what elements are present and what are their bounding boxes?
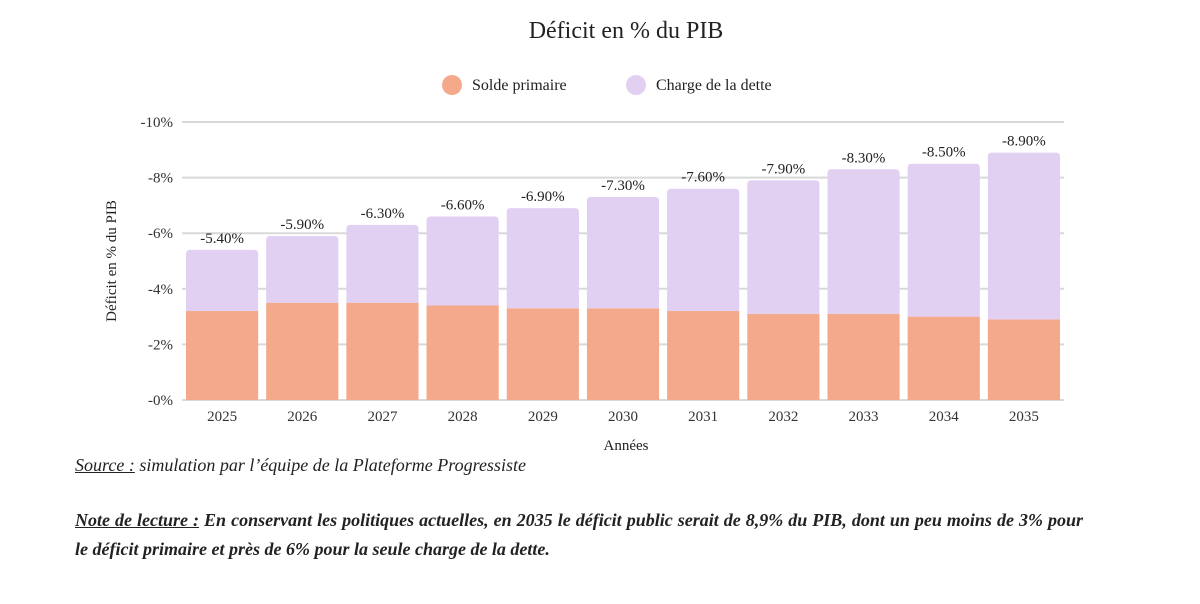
- x-tick-label: 2035: [1009, 409, 1039, 425]
- data-label: -7.90%: [761, 161, 805, 177]
- x-tick-label: 2026: [287, 409, 318, 425]
- y-tick-label: -10%: [141, 115, 174, 131]
- data-label: -6.90%: [521, 189, 565, 205]
- x-tick-label: 2029: [528, 409, 558, 425]
- bar-segment-solde-primaire: [667, 311, 740, 400]
- data-label: -7.30%: [601, 178, 645, 194]
- x-tick-label: 2027: [367, 409, 398, 425]
- x-axis-label: Années: [604, 438, 649, 454]
- x-tick-label: 2033: [849, 409, 879, 425]
- y-tick-label: -0%: [148, 393, 173, 409]
- data-label: -6.30%: [361, 206, 405, 222]
- bar-segment-charge-dette: [506, 208, 579, 309]
- data-label: -8.30%: [842, 150, 886, 166]
- note-label: Note de lecture :: [75, 510, 200, 530]
- y-tick-label: -2%: [148, 337, 173, 353]
- bar-segment-solde-primaire: [506, 308, 579, 400]
- legend-swatch-charge-dette: [626, 75, 646, 95]
- chart-title: Déficit en % du PIB: [529, 18, 724, 44]
- x-tick-label: 2025: [207, 409, 237, 425]
- bar-segment-charge-dette: [346, 224, 419, 303]
- legend-swatch-solde-primaire: [442, 75, 462, 95]
- data-label: -8.90%: [1002, 134, 1046, 150]
- reading-note: Note de lecture : En conservant les poli…: [75, 506, 1083, 564]
- data-labels: -5.40% -5.90% -6.30% -6.60% -6.90% -7.30% -7.6…: [200, 134, 1046, 247]
- note-text: En conservant les politiques actuelles, …: [75, 510, 1083, 559]
- data-label: -5.40%: [200, 231, 244, 247]
- y-tick-label: -6%: [148, 226, 173, 242]
- source-text: simulation par l’équipe de la Plateforme…: [134, 455, 526, 475]
- bar-segment-charge-dette: [667, 188, 740, 312]
- bar-segment-solde-primaire: [747, 313, 820, 400]
- bar-segment-solde-primaire: [346, 302, 419, 400]
- bar-segment-solde-primaire: [186, 311, 259, 400]
- bar-segment-charge-dette: [987, 152, 1060, 320]
- y-tick-label: -4%: [148, 282, 173, 298]
- legend-label-charge-dette: Charge de la dette: [656, 77, 772, 94]
- source-note: Source : simulation par l’équipe de la P…: [75, 455, 526, 476]
- bars: [186, 152, 1060, 400]
- legend-label-solde-primaire: Solde primaire: [472, 77, 567, 94]
- data-label: -8.50%: [922, 145, 966, 161]
- x-tick-label: 2028: [448, 409, 478, 425]
- source-label: Source :: [75, 455, 135, 475]
- data-label: -7.60%: [681, 170, 725, 186]
- y-tick-label: -8%: [148, 171, 173, 187]
- bar-segment-charge-dette: [426, 216, 499, 306]
- bar-segment-solde-primaire: [907, 316, 980, 400]
- bar-segment-charge-dette: [747, 180, 820, 314]
- x-tick-label: 2032: [768, 409, 798, 425]
- bar-segment-charge-dette: [827, 169, 900, 314]
- x-tick-label: 2031: [688, 409, 718, 425]
- legend: Solde primaire Charge de la dette: [442, 75, 772, 95]
- x-tick-label: 2034: [929, 409, 960, 425]
- bar-segment-charge-dette: [907, 163, 980, 317]
- bar-segment-charge-dette: [586, 197, 660, 309]
- x-tick-label: 2030: [608, 409, 638, 425]
- data-label: -5.90%: [280, 217, 324, 233]
- deficit-chart: Déficit en % du PIB Solde primaire Charg…: [104, 18, 1064, 454]
- bar-segment-solde-primaire: [586, 308, 660, 400]
- bar-segment-solde-primaire: [426, 305, 499, 400]
- bar-segment-charge-dette: [186, 249, 259, 312]
- data-label: -6.60%: [441, 198, 485, 214]
- y-axis-label: Déficit en % du PIB: [104, 200, 120, 322]
- bar-segment-solde-primaire: [827, 313, 900, 400]
- x-axis-ticks: 2025 2026 2027 2028 2029 2030 2031 2032 2033 2034…: [207, 409, 1039, 425]
- bar-segment-solde-primaire: [266, 302, 339, 400]
- y-axis-ticks: -0% -2% -4% -6% -8% -10%: [141, 115, 174, 409]
- bar-segment-charge-dette: [266, 235, 339, 303]
- bar-segment-solde-primaire: [987, 319, 1060, 400]
